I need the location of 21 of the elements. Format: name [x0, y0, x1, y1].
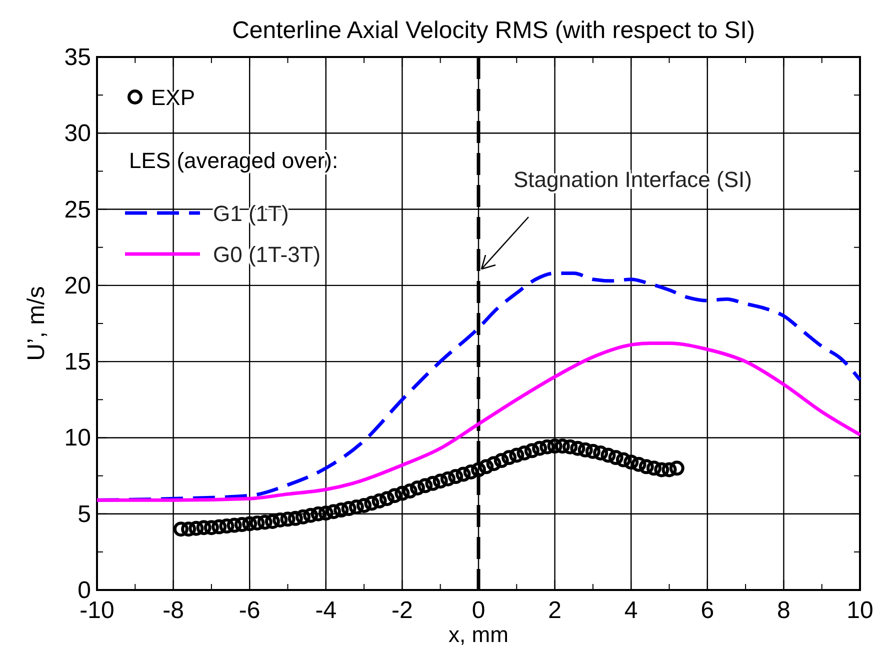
y-tick-label: 5 — [78, 500, 91, 528]
x-tick-label: 10 — [846, 597, 874, 624]
x-tick-label: 2 — [548, 597, 562, 624]
y-tick-label: 20 — [64, 272, 91, 300]
chart-title: Centerline Axial Velocity RMS (with respect to SI) — [232, 17, 755, 44]
x-tick-label: -4 — [315, 597, 337, 624]
y-tick-label: 15 — [64, 348, 91, 376]
x-tick-label: 6 — [700, 597, 714, 624]
y-tick-label: 25 — [64, 196, 91, 224]
x-tick-label: 4 — [624, 597, 638, 624]
x-tick-label: -8 — [162, 597, 184, 624]
line-series — [95, 342, 862, 502]
y-tick-label: 30 — [64, 120, 91, 148]
x-tick-label: -2 — [392, 597, 413, 624]
x-tick-label: 8 — [777, 597, 790, 624]
x-axis-title: x, mm — [448, 622, 508, 647]
y-tick-label: 35 — [64, 44, 91, 71]
x-tick-label: 0 — [472, 597, 486, 624]
x-tick-label: -6 — [238, 597, 260, 624]
y-tick-label: 10 — [64, 424, 91, 452]
y-axis-title: U’, m/s — [23, 286, 50, 361]
